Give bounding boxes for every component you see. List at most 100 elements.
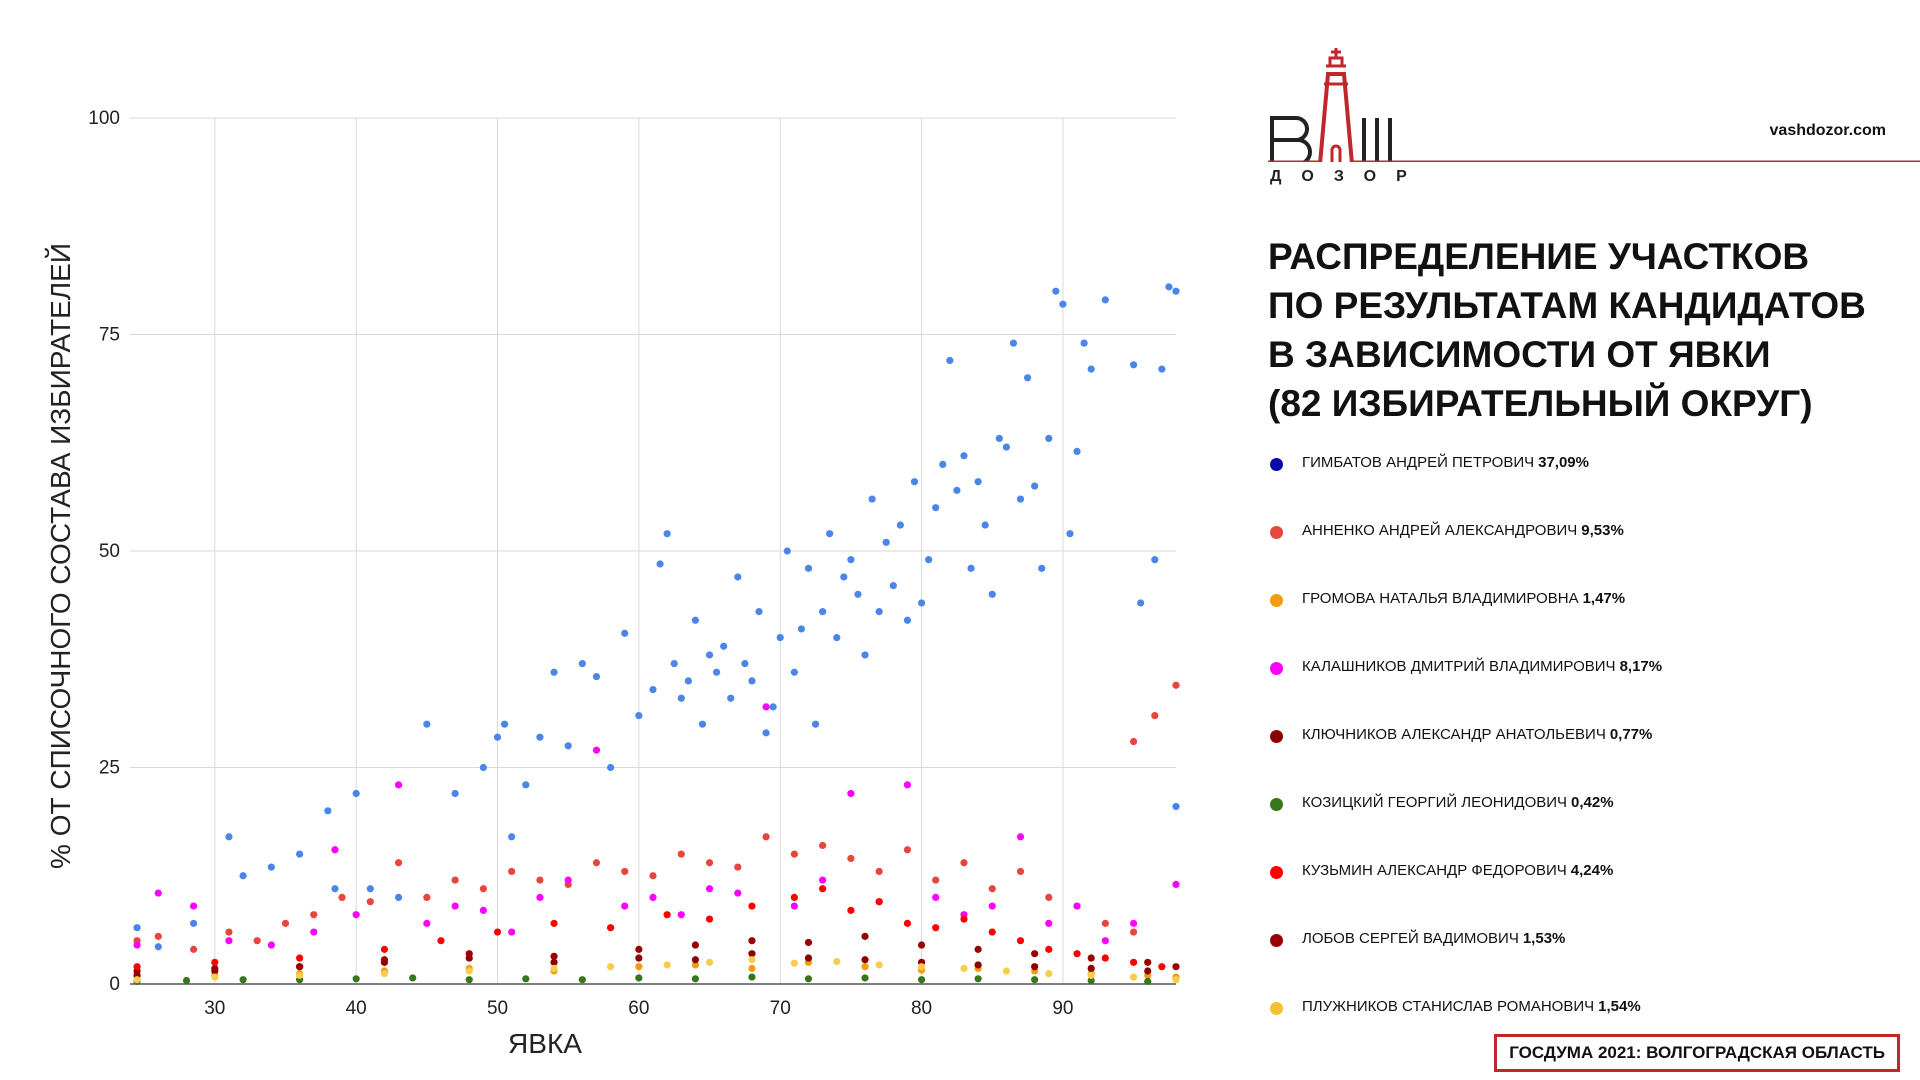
data-point (840, 573, 848, 581)
data-point (635, 954, 643, 962)
data-point (868, 495, 876, 503)
data-point (925, 556, 933, 564)
title-line: в зависимости от явки (1268, 334, 1771, 375)
data-point (394, 781, 403, 789)
data-point (380, 956, 389, 964)
data-point (550, 919, 558, 927)
data-point (649, 893, 657, 902)
data-point (819, 608, 827, 616)
legend-item: КЛЮЧНИКОВ АЛЕКСАНДР АНАТОЛЬЕВИЧ 0,77% (1268, 718, 1908, 786)
data-point (267, 941, 275, 949)
legend-label: ЛОБОВ СЕРГЕЙ ВАДИМОВИЧ 1,53% (1302, 930, 1565, 947)
legend-share: 1,53% (1522, 930, 1566, 947)
data-point (253, 937, 261, 945)
legend-dot-icon (1270, 1002, 1283, 1015)
data-point (1031, 482, 1039, 490)
x-axis-label: ЯВКА (508, 1028, 582, 1059)
data-point (783, 547, 791, 555)
data-point (1045, 893, 1053, 902)
x-tick-label: 30 (204, 998, 225, 1019)
data-point (1087, 976, 1095, 985)
data-point (1038, 564, 1046, 572)
data-point (190, 945, 198, 953)
data-point (225, 833, 233, 841)
data-point (296, 850, 304, 858)
data-point (691, 975, 700, 983)
data-point (564, 742, 572, 750)
data-point (1045, 434, 1053, 443)
legend-label: КАЛАШНИКОВ ДМИТРИЙ ВЛАДИМИРОВИЧ 8,17% (1302, 658, 1662, 675)
data-point (296, 954, 304, 962)
data-point (847, 854, 855, 863)
data-point (550, 668, 558, 676)
data-point (564, 876, 572, 884)
legend-label: КЛЮЧНИКОВ АЛЕКСАНДР АНАТОЛЬЕВИЧ 0,77% (1302, 726, 1652, 743)
legend-share: 0,42% (1571, 794, 1614, 811)
data-point (988, 902, 996, 910)
legend-share: 0,77% (1609, 726, 1653, 743)
data-point (1129, 973, 1138, 981)
data-point (1172, 802, 1180, 811)
data-point (225, 928, 233, 936)
data-point (790, 850, 798, 858)
data-point (211, 973, 219, 981)
legend-label: ПЛУЖНИКОВ СТАНИСЛАВ РОМАНОВИЧ 1,54% (1302, 998, 1641, 1015)
data-point (663, 530, 671, 538)
data-point (691, 941, 700, 949)
data-point (225, 937, 233, 945)
data-point (578, 976, 586, 984)
data-point (550, 952, 558, 960)
data-point (479, 885, 487, 893)
data-point (1129, 919, 1138, 927)
data-point (1101, 954, 1109, 962)
data-point (508, 928, 516, 936)
data-point (500, 720, 509, 728)
data-point (691, 961, 700, 969)
data-point (960, 859, 968, 867)
data-point (1165, 283, 1173, 291)
data-point (1172, 287, 1180, 295)
legend-dot-icon (1270, 458, 1283, 471)
data-point (479, 763, 487, 772)
data-point (352, 789, 360, 798)
data-point (1045, 945, 1053, 953)
data-point (995, 434, 1003, 443)
data-point (1066, 530, 1074, 538)
legend-name: КАЛАШНИКОВ ДМИТРИЙ ВЛАДИМИРОВИЧ (1302, 658, 1616, 675)
x-tick-label: 60 (628, 998, 649, 1019)
data-point (896, 521, 904, 529)
data-point (705, 915, 714, 923)
data-point (1052, 287, 1060, 295)
data-point (606, 763, 615, 772)
data-point (769, 703, 777, 711)
data-point (819, 876, 827, 884)
data-point (1009, 339, 1018, 347)
data-point (833, 634, 841, 642)
data-point (296, 971, 304, 979)
data-point (1144, 967, 1152, 975)
legend-item: ГИМБАТОВ АНДРЕЙ ПЕТРОВИЧ 37,09% (1268, 446, 1908, 514)
legend-item: АННЕНКО АНДРЕЙ АЛЕКСАНДРОВИЧ 9,53% (1268, 514, 1908, 582)
data-point (154, 932, 162, 940)
brand-logo: ДОЗОР vashdozor.com (1268, 44, 1920, 194)
title-line: (82 избирательный округ) (1268, 383, 1813, 424)
data-point (508, 833, 516, 841)
data-point (536, 876, 544, 884)
data-point (522, 781, 530, 789)
y-tick-label: 75 (99, 325, 120, 346)
data-point (790, 959, 798, 967)
data-point (1129, 958, 1138, 966)
data-point (1144, 958, 1152, 966)
data-point (776, 634, 784, 642)
data-point (493, 733, 502, 741)
legend-label: КОЗИЦКИЙ ГЕОРГИЙ ЛЕОНИДОВИЧ 0,42% (1302, 794, 1614, 811)
data-point (748, 937, 756, 945)
legend-item: ПЛУЖНИКОВ СТАНИСЛАВ РОМАНОВИЧ 1,54% (1268, 990, 1908, 1058)
data-point (755, 608, 763, 616)
data-point (437, 937, 445, 945)
data-point (578, 659, 586, 668)
x-tick-label: 70 (770, 998, 791, 1019)
data-point (635, 963, 643, 971)
data-point (1172, 976, 1180, 984)
data-point (960, 915, 968, 923)
